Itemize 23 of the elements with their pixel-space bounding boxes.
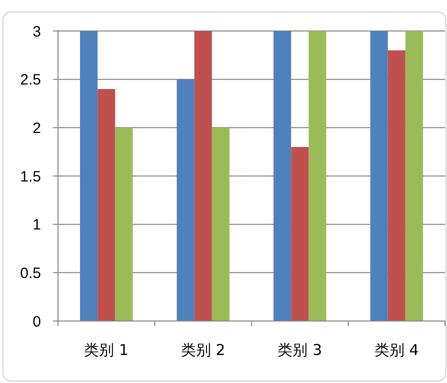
bar xyxy=(370,31,388,321)
y-tick-label: 0.5 xyxy=(20,264,41,282)
y-tick-label: 2.5 xyxy=(20,72,41,89)
bar xyxy=(212,128,230,321)
y-tick-label: 0 xyxy=(32,313,41,330)
bar xyxy=(308,31,326,321)
y-tick-label: 1.5 xyxy=(20,168,41,186)
bar xyxy=(80,31,98,321)
y-tick-label: 3 xyxy=(32,23,41,40)
bar xyxy=(274,31,292,321)
bar xyxy=(115,128,133,321)
x-tick-label: 类别 2 xyxy=(180,341,226,359)
y-tick-label: 2 xyxy=(32,120,41,137)
bar xyxy=(176,79,194,321)
bar xyxy=(194,31,212,321)
x-tick-label: 类别 1 xyxy=(84,341,129,359)
y-tick-label: 1 xyxy=(32,216,41,234)
x-tick-label: 类别 3 xyxy=(278,341,322,359)
bar xyxy=(291,147,309,321)
bar xyxy=(388,50,406,321)
x-tick-label: 类别 4 xyxy=(374,341,419,359)
bar xyxy=(405,31,423,321)
bar xyxy=(98,89,116,321)
